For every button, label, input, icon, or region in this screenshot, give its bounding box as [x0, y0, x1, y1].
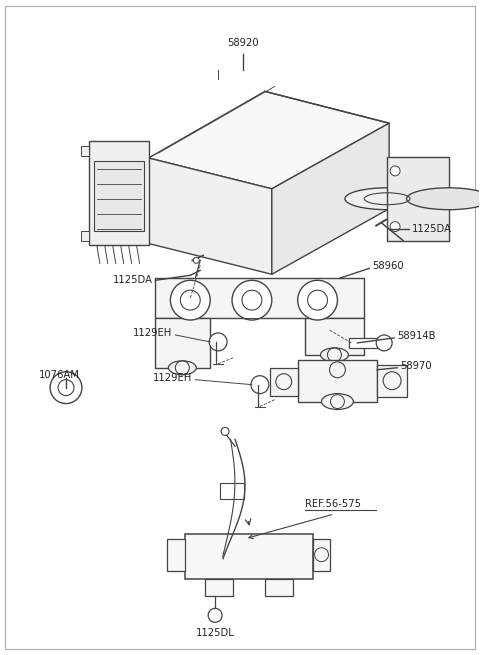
Bar	[377, 365, 407, 396]
Bar	[270, 367, 298, 396]
Bar	[81, 231, 89, 240]
Circle shape	[298, 280, 337, 320]
Circle shape	[232, 280, 272, 320]
Bar	[349, 338, 379, 348]
Bar	[156, 278, 364, 318]
Polygon shape	[148, 158, 272, 274]
Circle shape	[390, 166, 400, 176]
Bar	[205, 578, 233, 597]
Circle shape	[209, 333, 227, 351]
Text: 58914B: 58914B	[397, 331, 435, 341]
Circle shape	[221, 428, 229, 436]
Ellipse shape	[345, 188, 430, 210]
Circle shape	[251, 376, 269, 394]
Text: 58960: 58960	[372, 261, 404, 271]
Bar	[89, 141, 148, 246]
Bar	[305, 318, 364, 355]
Text: 1129EH: 1129EH	[133, 328, 172, 338]
Ellipse shape	[321, 348, 348, 362]
Text: 58920: 58920	[227, 37, 259, 48]
Bar	[168, 539, 185, 571]
Ellipse shape	[168, 361, 196, 375]
Bar	[81, 146, 89, 156]
Bar	[220, 483, 244, 499]
Circle shape	[170, 280, 210, 320]
Text: 1125DA: 1125DA	[112, 275, 153, 286]
Bar	[185, 534, 312, 578]
Bar	[298, 360, 377, 402]
Bar	[312, 539, 330, 571]
Circle shape	[193, 257, 199, 263]
Text: 1125DA: 1125DA	[412, 223, 452, 234]
Text: 1129EH: 1129EH	[153, 373, 192, 383]
Polygon shape	[272, 123, 389, 274]
Text: REF.56-575: REF.56-575	[305, 499, 360, 509]
Text: 1125DL: 1125DL	[196, 628, 235, 638]
Polygon shape	[387, 157, 449, 240]
Text: 1076AM: 1076AM	[39, 369, 80, 380]
Circle shape	[50, 372, 82, 403]
Bar	[94, 161, 144, 231]
Text: 58970: 58970	[400, 361, 432, 371]
Ellipse shape	[322, 394, 353, 409]
Circle shape	[390, 221, 400, 232]
Bar	[156, 318, 210, 367]
Polygon shape	[148, 92, 389, 189]
Bar	[265, 578, 293, 597]
Ellipse shape	[407, 188, 480, 210]
Circle shape	[208, 608, 222, 622]
Circle shape	[376, 335, 392, 351]
